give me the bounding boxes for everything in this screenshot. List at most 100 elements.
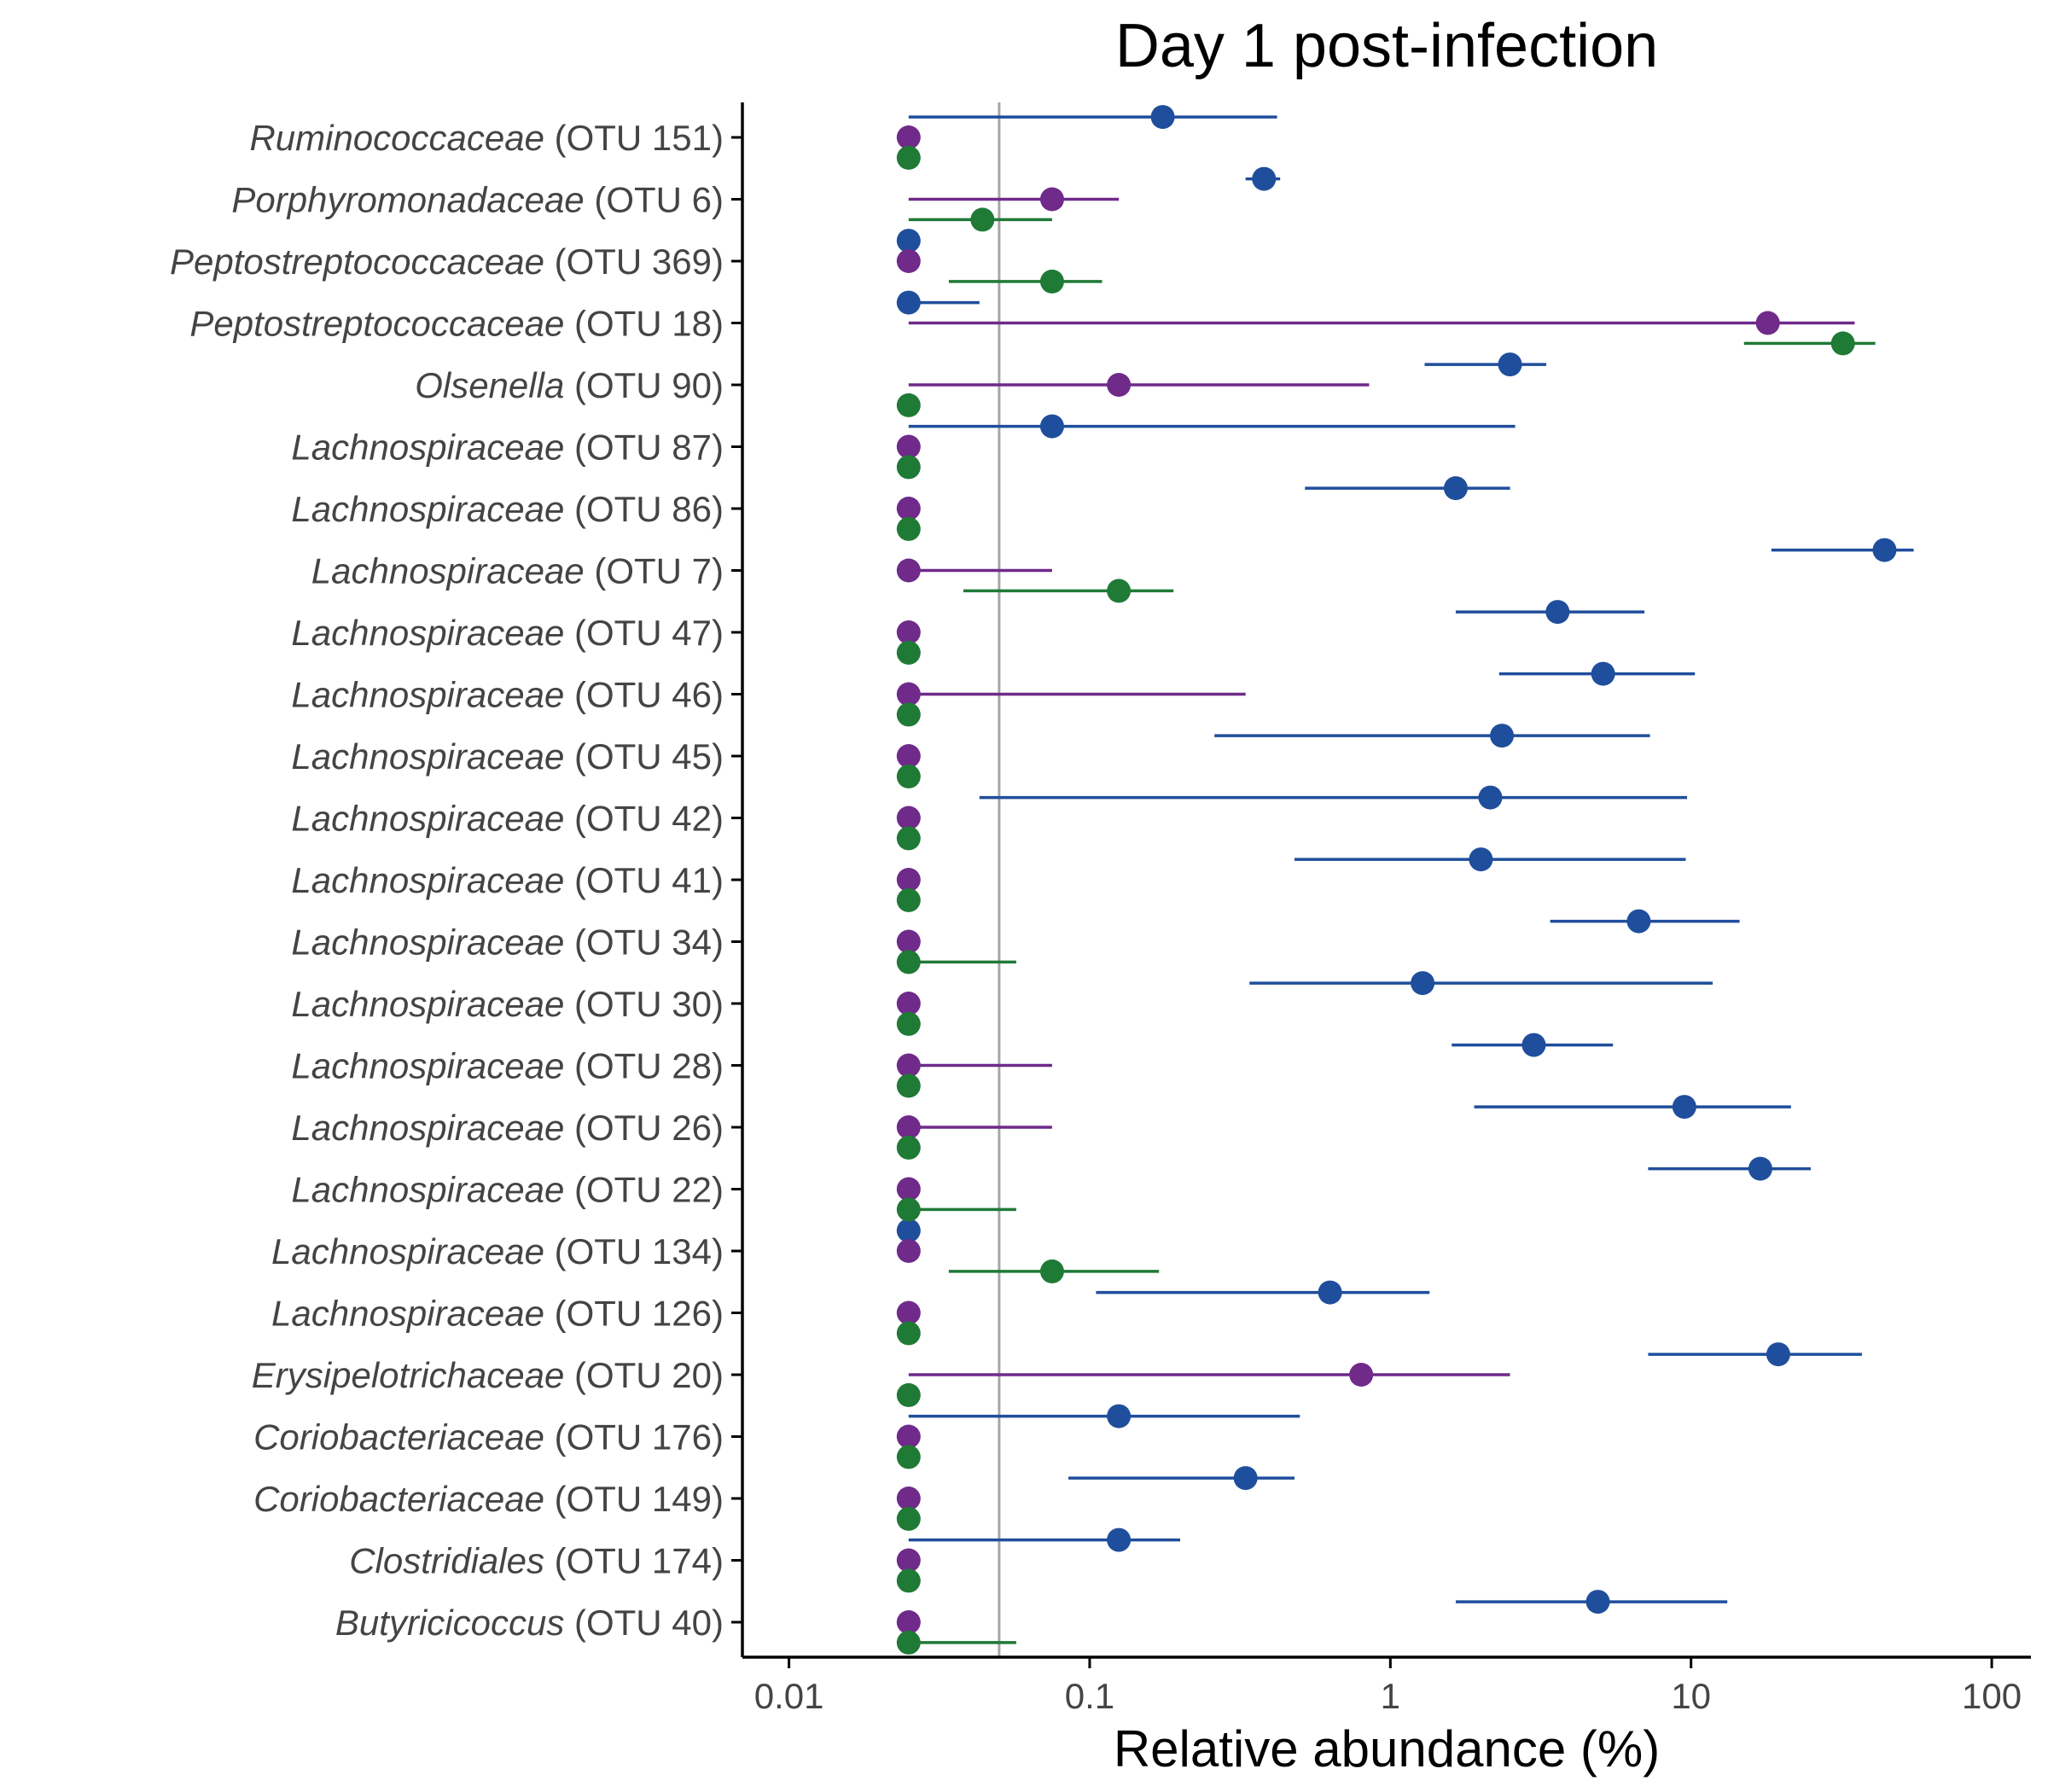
purple-point bbox=[896, 620, 921, 644]
y-tick-genus: Lachnospiraceae bbox=[291, 428, 564, 468]
y-tick-otu: (OTU 369) bbox=[544, 241, 724, 282]
green-point bbox=[896, 145, 921, 170]
y-tick-genus: Peptostreptococcaceae bbox=[189, 304, 564, 344]
y-tick-otu: (OTU 34) bbox=[564, 922, 724, 963]
green-point bbox=[896, 393, 921, 417]
x-tick-label: 0.01 bbox=[754, 1676, 824, 1716]
y-tick-otu: (OTU 45) bbox=[564, 736, 724, 777]
points bbox=[896, 105, 1897, 1655]
blue-point bbox=[1591, 661, 1615, 686]
y-tick-genus: Lachnospiraceae bbox=[311, 551, 585, 591]
y-tick-genus: Coriobacteriaceae bbox=[253, 1417, 544, 1457]
purple-point bbox=[896, 497, 921, 521]
green-point bbox=[896, 764, 921, 788]
blue-point bbox=[1498, 352, 1522, 377]
y-tick-label: Lachnospiraceae (OTU 30) bbox=[291, 984, 724, 1024]
y-ticks bbox=[731, 136, 742, 1624]
blue-point bbox=[1039, 414, 1064, 439]
blue-point bbox=[1672, 1095, 1696, 1120]
blue-point bbox=[1545, 600, 1570, 625]
green-point bbox=[896, 826, 921, 851]
blue-point bbox=[896, 1219, 921, 1243]
y-tick-label: Erysipelotrichaceae (OTU 20) bbox=[252, 1355, 724, 1395]
y-tick-genus: Peptostreptococcaceae bbox=[170, 241, 544, 282]
purple-point bbox=[896, 868, 921, 892]
blue-point bbox=[1469, 847, 1493, 872]
green-point bbox=[896, 1506, 921, 1531]
blue-point bbox=[1748, 1156, 1772, 1181]
y-tick-label: Lachnospiraceae (OTU 86) bbox=[291, 489, 724, 529]
blue-point bbox=[1150, 105, 1175, 130]
y-tick-otu: (OTU 6) bbox=[585, 180, 724, 220]
y-tick-genus: Olsenella bbox=[415, 365, 564, 405]
purple-point bbox=[896, 806, 921, 830]
purple-point bbox=[896, 682, 921, 707]
blue-point bbox=[1318, 1280, 1342, 1305]
blue-point bbox=[1478, 785, 1503, 810]
blue-point bbox=[896, 229, 921, 253]
purple-point bbox=[1107, 373, 1132, 397]
y-tick-label: Lachnospiraceae (OTU 41) bbox=[291, 860, 724, 900]
green-point bbox=[896, 702, 921, 727]
purple-point bbox=[1039, 187, 1064, 212]
blue-point bbox=[1411, 971, 1435, 996]
y-tick-label: Lachnospiraceae (OTU 87) bbox=[291, 428, 724, 468]
green-point bbox=[896, 1630, 921, 1655]
y-tick-genus: Lachnospiraceae bbox=[291, 1108, 564, 1148]
x-tick-label: 0.1 bbox=[1065, 1676, 1114, 1716]
y-tick-label: Lachnospiraceae (OTU 7) bbox=[311, 551, 724, 591]
y-tick-label: Lachnospiraceae (OTU 22) bbox=[291, 1170, 724, 1210]
y-tick-genus: Porphyromonadaceae bbox=[231, 180, 584, 220]
purple-point bbox=[896, 1053, 921, 1078]
y-tick-otu: (OTU 87) bbox=[564, 428, 724, 468]
y-tick-label: Ruminococcaceae (OTU 151) bbox=[249, 118, 724, 158]
purple-point bbox=[896, 1610, 921, 1634]
purple-point bbox=[896, 992, 921, 1015]
purple-point bbox=[1349, 1363, 1374, 1387]
purple-point bbox=[896, 1487, 921, 1510]
green-point bbox=[1039, 1259, 1064, 1283]
purple-point bbox=[1755, 311, 1780, 335]
green-point bbox=[896, 1073, 921, 1098]
y-tick-otu: (OTU 40) bbox=[564, 1603, 724, 1643]
green-point bbox=[896, 1011, 921, 1036]
blue-point bbox=[1107, 1527, 1132, 1552]
purple-point bbox=[896, 1548, 921, 1573]
x-tick-label: 100 bbox=[1962, 1676, 2022, 1716]
purple-point bbox=[896, 1239, 921, 1263]
y-tick-otu: (OTU 90) bbox=[564, 365, 724, 405]
y-tick-otu: (OTU 22) bbox=[564, 1170, 724, 1210]
y-tick-label: Butyricicoccus (OTU 40) bbox=[335, 1603, 724, 1643]
y-tick-genus: Lachnospiraceae bbox=[291, 922, 564, 963]
purple-point bbox=[896, 1177, 921, 1201]
green-point bbox=[1039, 269, 1064, 294]
purple-point bbox=[896, 558, 921, 583]
y-tick-otu: (OTU 41) bbox=[564, 860, 724, 900]
y-tick-label: Coriobacteriaceae (OTU 149) bbox=[253, 1479, 724, 1519]
y-tick-genus: Lachnospiraceae bbox=[291, 860, 564, 900]
green-point bbox=[896, 887, 921, 912]
green-point bbox=[1107, 579, 1132, 603]
y-tick-genus: Lachnospiraceae bbox=[291, 613, 564, 653]
y-tick-otu: (OTU 134) bbox=[544, 1231, 724, 1271]
blue-point bbox=[1443, 476, 1468, 501]
blue-point bbox=[1872, 538, 1897, 562]
green-point bbox=[1830, 331, 1855, 356]
green-point bbox=[896, 1197, 921, 1222]
y-tick-otu: (OTU 86) bbox=[564, 489, 724, 529]
blue-point bbox=[1766, 1342, 1790, 1367]
y-tick-label: Olsenella (OTU 90) bbox=[415, 365, 724, 405]
y-tick-label: Porphyromonadaceae (OTU 6) bbox=[231, 180, 724, 220]
y-tick-otu: (OTU 28) bbox=[564, 1046, 724, 1086]
green-point bbox=[896, 1135, 921, 1160]
blue-point bbox=[1107, 1404, 1132, 1428]
y-tick-otu: (OTU 18) bbox=[564, 304, 724, 344]
green-point bbox=[896, 640, 921, 665]
y-tick-genus: Clostridiales bbox=[349, 1541, 544, 1581]
green-point bbox=[896, 516, 921, 541]
purple-point bbox=[896, 1424, 921, 1449]
y-tick-label: Lachnospiraceae (OTU 134) bbox=[271, 1231, 724, 1271]
y-tick-genus: Lachnospiraceae bbox=[291, 489, 564, 529]
purple-point bbox=[896, 434, 921, 459]
blue-point bbox=[1626, 909, 1651, 934]
